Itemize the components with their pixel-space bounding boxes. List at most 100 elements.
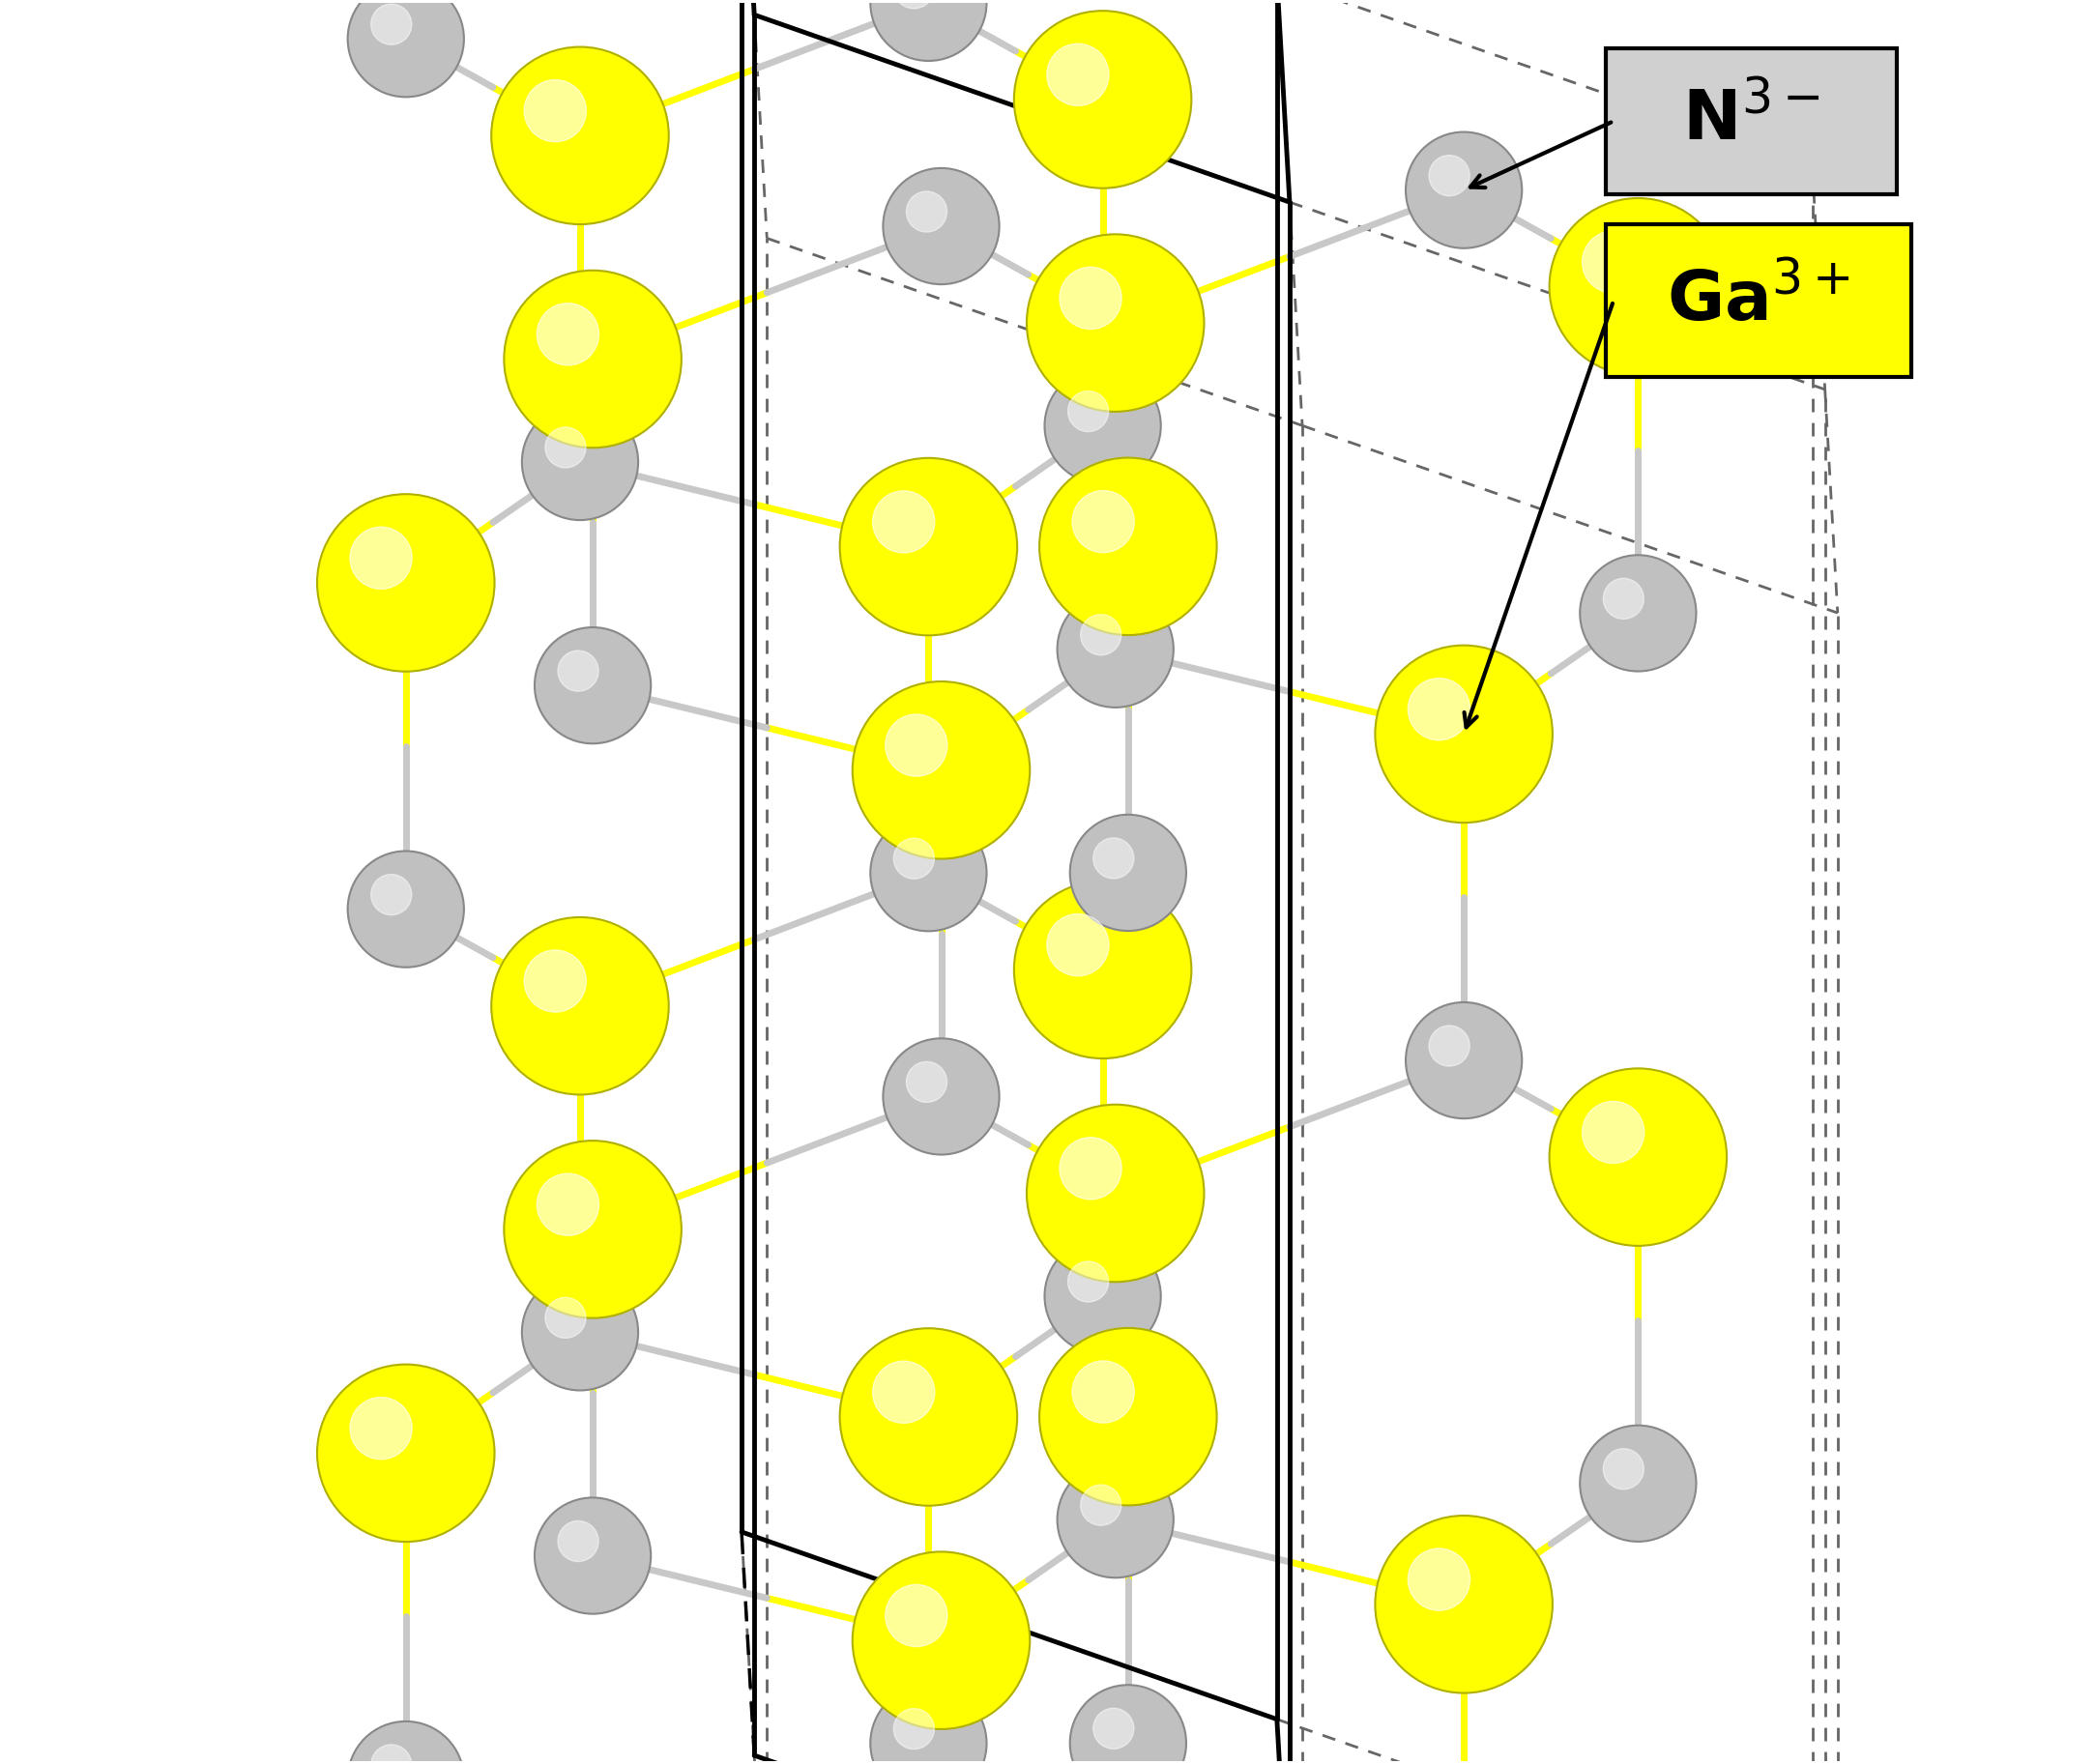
Circle shape <box>907 1062 947 1102</box>
Circle shape <box>388 25 440 76</box>
Circle shape <box>840 459 1018 635</box>
Circle shape <box>853 681 1031 859</box>
Circle shape <box>522 1274 639 1390</box>
Circle shape <box>1622 598 1674 651</box>
Circle shape <box>1446 1046 1498 1099</box>
Circle shape <box>524 951 587 1013</box>
Circle shape <box>1089 1171 1169 1251</box>
Circle shape <box>895 0 934 9</box>
Circle shape <box>536 1173 599 1235</box>
Circle shape <box>886 714 947 776</box>
Circle shape <box>1408 1549 1471 1611</box>
Circle shape <box>534 1498 652 1614</box>
Circle shape <box>1014 11 1192 189</box>
Circle shape <box>1085 1282 1138 1334</box>
Circle shape <box>1058 1462 1173 1577</box>
Circle shape <box>1081 614 1121 654</box>
Circle shape <box>545 1297 587 1339</box>
Circle shape <box>534 628 652 744</box>
Circle shape <box>1073 490 1133 552</box>
Circle shape <box>1611 1134 1691 1215</box>
Circle shape <box>869 815 987 931</box>
Circle shape <box>522 404 639 520</box>
Circle shape <box>1045 1238 1161 1355</box>
Circle shape <box>505 270 681 448</box>
Circle shape <box>911 1729 964 1764</box>
Circle shape <box>1089 302 1169 381</box>
Circle shape <box>1110 859 1163 910</box>
Circle shape <box>1073 1360 1133 1424</box>
Circle shape <box>1582 1101 1645 1162</box>
Circle shape <box>1039 1328 1217 1505</box>
Circle shape <box>1081 1485 1121 1526</box>
Circle shape <box>853 1552 1031 1729</box>
Circle shape <box>371 875 411 916</box>
Circle shape <box>1406 132 1521 249</box>
Circle shape <box>911 859 964 910</box>
Circle shape <box>1622 1469 1674 1521</box>
FancyBboxPatch shape <box>1605 224 1913 377</box>
Circle shape <box>379 561 459 640</box>
Circle shape <box>1071 815 1186 931</box>
Circle shape <box>1094 1708 1133 1748</box>
Circle shape <box>1550 1069 1726 1245</box>
Circle shape <box>886 1584 947 1646</box>
Circle shape <box>1077 78 1156 157</box>
Circle shape <box>505 1141 681 1318</box>
Circle shape <box>1014 880 1192 1058</box>
Circle shape <box>1110 1729 1163 1764</box>
Circle shape <box>1077 947 1156 1027</box>
Circle shape <box>1603 579 1645 619</box>
Circle shape <box>524 79 587 141</box>
Circle shape <box>348 1722 463 1764</box>
Circle shape <box>1094 838 1133 878</box>
Circle shape <box>1580 1425 1697 1542</box>
Circle shape <box>1048 44 1108 106</box>
Circle shape <box>576 670 628 723</box>
Circle shape <box>924 1081 976 1134</box>
Circle shape <box>1374 646 1552 822</box>
Circle shape <box>1060 1138 1121 1200</box>
Circle shape <box>874 1362 934 1424</box>
Circle shape <box>1027 235 1205 411</box>
Circle shape <box>1437 713 1517 792</box>
Circle shape <box>492 917 668 1095</box>
Circle shape <box>1071 1685 1186 1764</box>
Circle shape <box>566 1207 645 1288</box>
Circle shape <box>1580 556 1697 672</box>
Circle shape <box>1039 457 1217 635</box>
Circle shape <box>553 984 633 1064</box>
Circle shape <box>884 168 999 284</box>
Circle shape <box>557 651 599 691</box>
Circle shape <box>901 524 983 605</box>
Circle shape <box>545 427 587 467</box>
Circle shape <box>869 0 987 62</box>
Circle shape <box>1102 524 1182 603</box>
Circle shape <box>1060 266 1121 330</box>
Circle shape <box>348 850 463 967</box>
Circle shape <box>1058 591 1173 707</box>
Circle shape <box>1102 1395 1182 1475</box>
Circle shape <box>350 527 413 589</box>
Text: Ga$^{3+}$: Ga$^{3+}$ <box>1668 266 1850 335</box>
Circle shape <box>840 1328 1018 1506</box>
Circle shape <box>1446 176 1498 228</box>
Circle shape <box>884 1039 999 1155</box>
Circle shape <box>1611 265 1691 344</box>
Circle shape <box>566 337 645 416</box>
Circle shape <box>1582 231 1645 293</box>
Text: N$^{3-}$: N$^{3-}$ <box>1682 86 1821 155</box>
Circle shape <box>350 1397 413 1459</box>
Circle shape <box>557 1521 599 1561</box>
Circle shape <box>564 1318 616 1371</box>
Circle shape <box>1408 677 1471 741</box>
Circle shape <box>901 1395 983 1475</box>
Circle shape <box>916 1618 995 1699</box>
Circle shape <box>1437 1582 1517 1662</box>
Circle shape <box>1429 1025 1471 1065</box>
Circle shape <box>564 448 616 499</box>
Circle shape <box>1068 392 1108 432</box>
Circle shape <box>316 494 494 672</box>
Circle shape <box>869 1685 987 1764</box>
Circle shape <box>911 0 964 41</box>
